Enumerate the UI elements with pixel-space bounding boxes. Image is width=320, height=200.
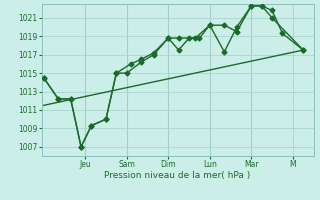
X-axis label: Pression niveau de la mer( hPa ): Pression niveau de la mer( hPa ) xyxy=(104,171,251,180)
